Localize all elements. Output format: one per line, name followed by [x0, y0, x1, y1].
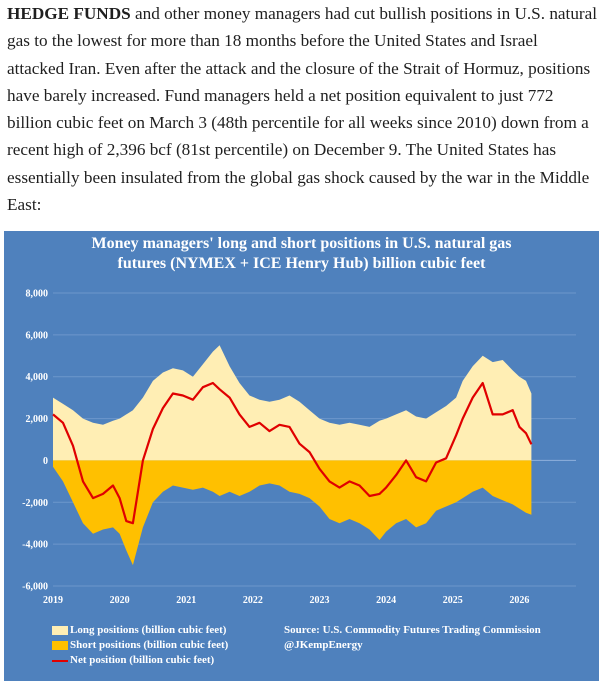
y-tick-label: 0 — [43, 456, 48, 467]
chart-legend: Long positions (billion cubic feet) Sour… — [52, 623, 592, 668]
legend-row-net: Net position (billion cubic feet) — [52, 653, 592, 668]
legend-label-net: Net position (billion cubic feet) — [70, 654, 215, 666]
y-tick-label: 2,000 — [26, 414, 49, 425]
x-tick-label: 2020 — [110, 595, 130, 606]
y-tick-label: -4,000 — [22, 540, 48, 551]
chart-figure: Money managers' long and short positions… — [4, 231, 599, 681]
legend-label-short: Short positions (billion cubic feet) — [70, 639, 229, 651]
x-tick-label: 2022 — [243, 595, 263, 606]
y-tick-label: 8,000 — [26, 289, 49, 300]
article-lead: HEDGE FUNDS — [7, 4, 131, 23]
legend-label-long: Long positions (billion cubic feet) — [70, 624, 227, 636]
y-tick-label: 4,000 — [26, 372, 49, 383]
y-tick-label: 6,000 — [26, 330, 49, 341]
x-tick-label: 2023 — [309, 595, 329, 606]
x-tick-label: 2021 — [176, 595, 196, 606]
x-tick-label: 2025 — [443, 595, 463, 606]
x-tick-label: 2019 — [43, 595, 63, 606]
chart-title: Money managers' long and short positions… — [4, 234, 599, 274]
y-tick-label: -2,000 — [22, 498, 48, 509]
chart-source-note: Source: U.S. Commodity Futures Trading C… — [284, 624, 541, 636]
legend-swatch-short — [52, 641, 68, 650]
chart-title-line1: Money managers' long and short positions… — [91, 235, 512, 252]
x-tick-label: 2024 — [376, 595, 396, 606]
net-position-line — [52, 381, 533, 525]
x-tick-label: 2026 — [509, 595, 529, 606]
long-positions-area — [53, 345, 532, 461]
chart-author-handle: @JKempEnergy — [284, 639, 363, 651]
y-tick-label: -6,000 — [22, 582, 48, 593]
chart-plot: 8,000 6,000 4,000 2,000 0 -2,000 -4,000 -6,000 2… — [22, 289, 576, 606]
legend-row-long: Long positions (billion cubic feet) Sour… — [52, 623, 592, 638]
short-positions-area — [53, 460, 532, 566]
chart-title-line2: futures (NYMEX + ICE Henry Hub) billion … — [117, 255, 486, 272]
article-body: and other money managers had cut bullish… — [7, 4, 598, 215]
legend-swatch-net — [52, 659, 68, 662]
legend-row-short: Short positions (billion cubic feet) @JK… — [52, 638, 592, 653]
article-paragraph: HEDGE FUNDS and other money managers had… — [7, 0, 599, 218]
legend-swatch-long — [52, 626, 68, 635]
